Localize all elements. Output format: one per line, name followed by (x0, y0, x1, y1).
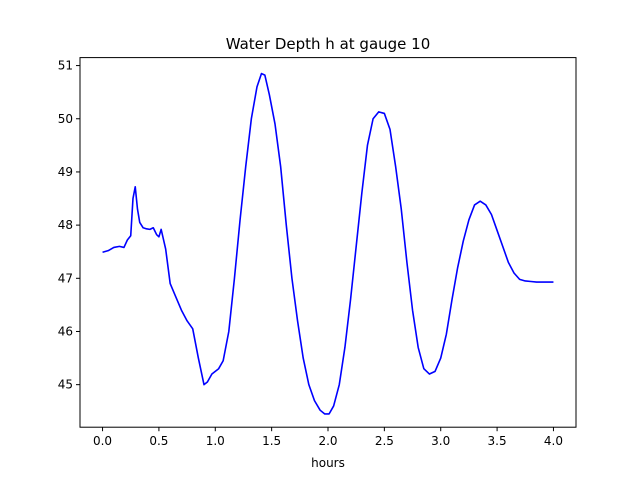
x-axis-ticks: 0.0 0.5 1.0 1.5 2.0 2.5 3.0 3.5 4.0 (93, 427, 563, 448)
y-tick-label: 48 (58, 218, 73, 232)
x-tick-label: 1.0 (206, 434, 225, 448)
x-tick-label: 1.5 (262, 434, 281, 448)
x-tick-label: 0.5 (149, 434, 168, 448)
y-tick-label: 51 (58, 59, 73, 73)
y-tick-label: 50 (58, 112, 73, 126)
chart-title: Water Depth h at gauge 10 (226, 35, 431, 53)
y-tick-label: 49 (58, 165, 73, 179)
x-tick-label: 3.0 (431, 434, 450, 448)
plot-area (102, 72, 554, 415)
y-tick-label: 47 (58, 271, 73, 285)
x-tick-label: 2.0 (318, 434, 337, 448)
y-tick-label: 46 (58, 324, 73, 338)
series-line-0 (102, 72, 554, 415)
plot-frame (79, 57, 577, 428)
x-axis-label: hours (311, 456, 345, 470)
x-tick-label: 3.5 (488, 434, 507, 448)
x-tick-label: 0.0 (93, 434, 112, 448)
x-tick-label: 4.0 (544, 434, 563, 448)
y-axis-ticks: 45 46 47 48 49 50 51 (58, 59, 80, 392)
x-tick-label: 2.5 (375, 434, 394, 448)
y-tick-label: 45 (58, 378, 73, 392)
